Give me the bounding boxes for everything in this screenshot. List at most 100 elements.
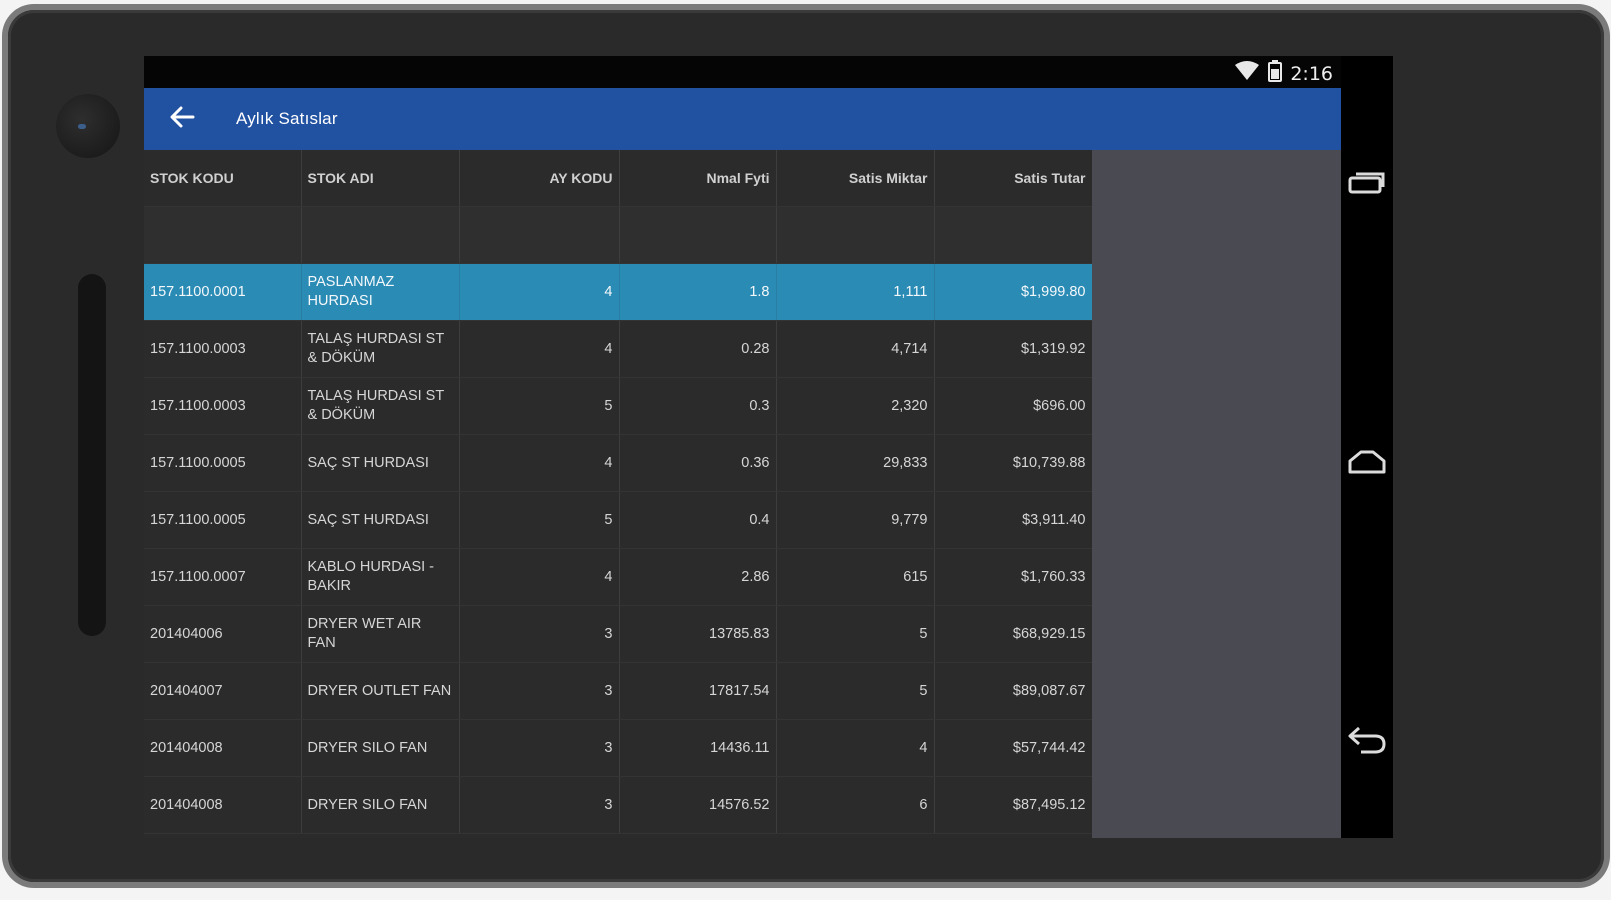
cell-ay-kodu: 3 xyxy=(459,662,620,720)
table-row[interactable]: 157.1100.0007 KABLO HURDASI - BAKIR 4 2.… xyxy=(144,548,1092,606)
back-icon xyxy=(1347,725,1387,760)
cell-stok-adi: TALAŞ HURDASI ST & DÖKÜM xyxy=(301,377,460,435)
cell-stok-kodu: 157.1100.0007 xyxy=(144,548,302,606)
table-row[interactable]: 157.1100.0003 TALAŞ HURDASI ST & DÖKÜM 4… xyxy=(144,320,1092,378)
cell-satis-miktar: 1,111 xyxy=(776,263,935,321)
cell-satis-tutar: $1,319.92 xyxy=(934,320,1092,378)
cell-nmal-fyti: 13785.83 xyxy=(619,605,777,663)
cell-ay-kodu: 5 xyxy=(459,377,620,435)
cell-stok-kodu: 157.1100.0003 xyxy=(144,320,302,378)
cell-nmal-fyti: 0.4 xyxy=(619,491,777,549)
table-row[interactable]: 157.1100.0003 TALAŞ HURDASI ST & DÖKÜM 5… xyxy=(144,377,1092,435)
cell-stok-kodu: 157.1100.0003 xyxy=(144,377,302,435)
cell-ay-kodu: 3 xyxy=(459,719,620,777)
cell-ay-kodu: 3 xyxy=(459,605,620,663)
status-time: 2:16 xyxy=(1290,63,1333,85)
cell-satis-miktar: 6 xyxy=(776,776,935,834)
cell-stok-adi: KABLO HURDASI - BAKIR xyxy=(301,548,460,606)
filter-cell[interactable] xyxy=(934,206,1092,264)
table-row[interactable]: 157.1100.0005 SAÇ ST HURDASI 4 0.36 29,8… xyxy=(144,434,1092,492)
cell-satis-tutar: $3,911.40 xyxy=(934,491,1092,549)
cell-satis-tutar: $1,999.80 xyxy=(934,263,1092,321)
cell-stok-adi: TALAŞ HURDASI ST & DÖKÜM xyxy=(301,320,460,378)
cell-satis-tutar: $1,760.33 xyxy=(934,548,1092,606)
wifi-icon xyxy=(1234,61,1260,87)
cell-stok-kodu: 201404006 xyxy=(144,605,302,663)
column-header-nmal-fyti[interactable]: Nmal Fyti xyxy=(619,150,777,207)
cell-stok-adi: DRYER SILO FAN xyxy=(301,776,460,834)
filter-cell[interactable] xyxy=(619,206,777,264)
cell-nmal-fyti: 1.8 xyxy=(619,263,777,321)
table-row[interactable]: 201404008 DRYER SILO FAN 3 14436.11 4 $5… xyxy=(144,719,1092,777)
cell-satis-tutar: $87,495.12 xyxy=(934,776,1092,834)
header-row: STOK KODU STOK ADI AY KODU Nmal Fyti Sat… xyxy=(144,150,1092,207)
status-bar: 2:16 xyxy=(144,56,1341,88)
cell-nmal-fyti: 2.86 xyxy=(619,548,777,606)
cell-stok-kodu: 201404008 xyxy=(144,776,302,834)
cell-satis-miktar: 4,714 xyxy=(776,320,935,378)
page-title: Aylık Satıslar xyxy=(236,109,338,128)
navigation-bar xyxy=(1341,88,1393,838)
cell-stok-kodu: 157.1100.0005 xyxy=(144,434,302,492)
cell-ay-kodu: 5 xyxy=(459,491,620,549)
app-bar: Aylık Satıslar xyxy=(144,88,1341,150)
filter-cell[interactable] xyxy=(301,206,460,264)
column-header-stok-adi[interactable]: STOK ADI xyxy=(301,150,460,207)
table-row[interactable]: 201404007 DRYER OUTLET FAN 3 17817.54 5 … xyxy=(144,662,1092,720)
cell-ay-kodu: 4 xyxy=(459,434,620,492)
cell-satis-miktar: 9,779 xyxy=(776,491,935,549)
battery-icon xyxy=(1268,60,1283,88)
cell-nmal-fyti: 14436.11 xyxy=(619,719,777,777)
arrow-left-icon xyxy=(169,106,195,133)
home-button[interactable] xyxy=(1347,444,1387,484)
column-header-satis-tutar[interactable]: Satis Tutar xyxy=(934,150,1092,207)
speaker-slot xyxy=(78,274,106,636)
device-screen: 2:16 Aylık Satıslar STOK KODU STOK ADI A… xyxy=(144,56,1393,838)
filter-cell[interactable] xyxy=(144,206,302,264)
cell-nmal-fyti: 14576.52 xyxy=(619,776,777,834)
cell-satis-miktar: 5 xyxy=(776,605,935,663)
table-row[interactable]: 201404008 DRYER SILO FAN 3 14576.52 6 $8… xyxy=(144,776,1092,834)
cell-satis-tutar: $10,739.88 xyxy=(934,434,1092,492)
recent-apps-button[interactable] xyxy=(1347,164,1387,204)
filter-cell[interactable] xyxy=(776,206,935,264)
cell-ay-kodu: 4 xyxy=(459,320,620,378)
column-header-stok-kodu[interactable]: STOK KODU xyxy=(144,150,302,207)
cell-satis-miktar: 29,833 xyxy=(776,434,935,492)
column-header-satis-miktar[interactable]: Satis Miktar xyxy=(776,150,935,207)
front-camera xyxy=(56,94,120,158)
home-icon xyxy=(1347,449,1387,480)
cell-stok-adi: PASLANMAZ HURDASI xyxy=(301,263,460,321)
cell-satis-miktar: 615 xyxy=(776,548,935,606)
sales-table: STOK KODU STOK ADI AY KODU Nmal Fyti Sat… xyxy=(144,150,1092,834)
table-row[interactable]: 157.1100.0005 SAÇ ST HURDASI 5 0.4 9,779… xyxy=(144,491,1092,549)
table-row-selected[interactable]: 157.1100.0001 PASLANMAZ HURDASI 4 1.8 1,… xyxy=(144,263,1092,321)
app-content: Aylık Satıslar STOK KODU STOK ADI AY KOD… xyxy=(144,88,1341,838)
cell-stok-adi: SAÇ ST HURDASI xyxy=(301,434,460,492)
cell-satis-tutar: $89,087.67 xyxy=(934,662,1092,720)
cell-stok-kodu: 157.1100.0005 xyxy=(144,491,302,549)
filter-cell[interactable] xyxy=(459,206,620,264)
cell-satis-tutar: $68,929.15 xyxy=(934,605,1092,663)
cell-stok-adi: DRYER SILO FAN xyxy=(301,719,460,777)
cell-ay-kodu: 4 xyxy=(459,263,620,321)
recent-apps-icon xyxy=(1348,169,1386,200)
back-button[interactable] xyxy=(154,91,210,147)
data-grid[interactable]: STOK KODU STOK ADI AY KODU Nmal Fyti Sat… xyxy=(144,150,1092,838)
cell-nmal-fyti: 17817.54 xyxy=(619,662,777,720)
cell-stok-adi: SAÇ ST HURDASI xyxy=(301,491,460,549)
cell-stok-kodu: 201404007 xyxy=(144,662,302,720)
system-back-button[interactable] xyxy=(1347,722,1387,762)
cell-satis-miktar: 5 xyxy=(776,662,935,720)
cell-ay-kodu: 3 xyxy=(459,776,620,834)
cell-stok-adi: DRYER WET AIR FAN xyxy=(301,605,460,663)
filter-row xyxy=(144,206,1092,264)
column-header-ay-kodu[interactable]: AY KODU xyxy=(459,150,620,207)
cell-satis-miktar: 2,320 xyxy=(776,377,935,435)
cell-stok-adi: DRYER OUTLET FAN xyxy=(301,662,460,720)
table-row[interactable]: 201404006 DRYER WET AIR FAN 3 13785.83 5… xyxy=(144,605,1092,663)
cell-satis-miktar: 4 xyxy=(776,719,935,777)
cell-satis-tutar: $696.00 xyxy=(934,377,1092,435)
cell-nmal-fyti: 0.36 xyxy=(619,434,777,492)
cell-ay-kodu: 4 xyxy=(459,548,620,606)
